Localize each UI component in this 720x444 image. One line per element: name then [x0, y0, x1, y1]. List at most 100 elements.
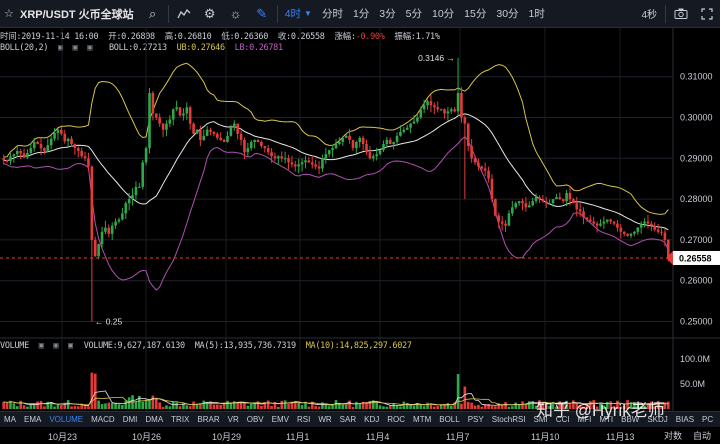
indicator-tab-dmi[interactable]: DMI [122, 415, 138, 424]
candle-body [19, 150, 22, 154]
volume-bar [260, 405, 263, 409]
price-tick-label: 0.28000 [680, 194, 713, 204]
boll-lb-value: LB:0.26781 [234, 43, 283, 53]
period-tab-1m[interactable]: 1分 [352, 8, 370, 20]
indicator-tab-trix[interactable]: TRIX [171, 415, 190, 424]
indicator-tab-kdj[interactable]: KDJ [364, 415, 380, 424]
indicator-tab-mfi[interactable]: MFI [577, 415, 592, 424]
date-tick-label: 10月29 [212, 432, 242, 442]
volume-bar [60, 404, 63, 409]
period-tab-1h[interactable]: 1时 [528, 8, 545, 20]
candle-body [578, 209, 582, 212]
indicator-tab-boll[interactable]: BOLL [439, 415, 460, 424]
volume-ma10-line [3, 396, 669, 406]
fullscreen-icon[interactable] [694, 0, 720, 28]
volume-hide-icon[interactable]: ▣ [38, 341, 44, 351]
candle-body [351, 139, 355, 149]
indicator-tab-psy[interactable]: PSY [467, 415, 484, 424]
indicator-tab-stochrsi[interactable]: StochRSI [491, 415, 526, 424]
info-amplitude: 振幅:1.71% [394, 32, 440, 42]
candle-body [494, 199, 497, 216]
auto-scale-toggle[interactable]: 自动 [693, 431, 712, 441]
volume-bar [524, 404, 528, 409]
volume-bar [76, 406, 80, 409]
candle-body [460, 93, 463, 118]
candle-body [158, 117, 161, 124]
candle-body [175, 107, 178, 110]
candle-body [188, 107, 192, 124]
period-tab-15m[interactable]: 15分 [464, 8, 487, 20]
volume-bar [46, 401, 50, 409]
candle-body [107, 227, 111, 234]
candle-body [497, 215, 501, 222]
draw-pen-icon[interactable]: ✎ [256, 5, 268, 21]
star-icon[interactable]: ☆ [4, 8, 14, 20]
boll-label[interactable]: BOLL(20,2) [0, 43, 49, 53]
indicator-tab-emv[interactable]: EMV [271, 415, 289, 424]
indicator-tab-volume[interactable]: VOLUME [49, 415, 84, 424]
volume-close-icon[interactable]: ▣ [68, 341, 73, 351]
indicator-tab-roc[interactable]: ROC [387, 415, 406, 424]
indicator-tab-brar[interactable]: BRAR [197, 415, 220, 424]
volume-tick-label: 50.0M [680, 379, 705, 389]
indicator-tab-wr[interactable]: WR [318, 415, 332, 424]
candle-body [653, 225, 657, 230]
volume-settings-icon[interactable]: ▣ [53, 341, 59, 351]
period-tab-timeshare[interactable]: 分时 [321, 8, 343, 20]
volume-bar [517, 404, 521, 409]
boll-settings-icon[interactable]: ▣ [72, 43, 78, 53]
indicator-tab-mtm[interactable]: MTM [413, 415, 432, 424]
volume-bar [585, 403, 589, 409]
candle-body [568, 193, 572, 200]
settings-gear-icon[interactable]: ⚙ [203, 5, 216, 21]
indicator-tab-skdj[interactable]: SKDJ [647, 415, 668, 424]
boll-hide-icon[interactable]: ▣ [58, 43, 63, 53]
volume-bar [317, 406, 321, 409]
period-tab-3m[interactable]: 3分 [379, 8, 396, 20]
volume-bar [473, 405, 477, 409]
candle-body [178, 107, 182, 116]
indicator-tab-cci[interactable]: CCI [555, 415, 570, 424]
volume-bar [216, 404, 219, 409]
boll-close-icon[interactable]: ▣ [87, 43, 93, 53]
indicator-tab-bias[interactable]: BIAS [675, 415, 695, 424]
period-tab-30m[interactable]: 30分 [496, 8, 519, 20]
indicator-chart-icon[interactable] [171, 0, 197, 28]
volume-label[interactable]: VOLUME [0, 341, 29, 351]
candle-body [283, 158, 287, 160]
current-price-label: 0.26558 [679, 253, 712, 263]
search-icon[interactable]: ⌕ [149, 5, 157, 21]
volume-ma10: MA(10):14,825,297.6027 [305, 341, 412, 351]
info-time: 时间:2019-11-14 16:00 [0, 32, 99, 42]
period-tab-5m[interactable]: 5分 [405, 8, 422, 20]
volume-bar [80, 403, 83, 409]
candle-body [551, 199, 555, 204]
indicator-tab-rsi[interactable]: RSI [297, 415, 311, 424]
volume-bar [121, 404, 124, 409]
candle-body [629, 233, 633, 236]
indicator-tab-dma[interactable]: DMA [145, 415, 164, 424]
indicator-tab-macd[interactable]: MACD [91, 415, 115, 424]
indicator-tab-mti[interactable]: MTI [599, 415, 614, 424]
indicator-tab-bbw[interactable]: BBW [621, 415, 640, 424]
indicator-tab-ema[interactable]: EMA [24, 415, 42, 424]
candle-body [171, 109, 175, 120]
indicator-tab-obv[interactable]: OBV [246, 415, 264, 424]
theme-sun-icon[interactable]: ☼ [229, 6, 242, 21]
indicator-tab-smi[interactable]: SMI [533, 415, 548, 424]
volume-bar [107, 402, 111, 409]
indicator-tab-pc[interactable]: PC [702, 415, 714, 424]
volume-bar [646, 403, 650, 409]
period-tab-10m[interactable]: 10分 [431, 8, 455, 20]
camera-icon[interactable] [668, 0, 694, 28]
volume-bar [243, 402, 246, 409]
indicator-tab-sar[interactable]: SAR [339, 415, 357, 424]
candlestick-chart[interactable]: 0.3146 → ← 0.25 0.31000 0.30000 0.29000 0.28… [0, 28, 720, 411]
log-scale-toggle[interactable]: 对数 [664, 431, 683, 441]
indicator-tab-vr[interactable]: VR [227, 415, 239, 424]
volume-bar [32, 404, 36, 409]
indicator-tab-ma[interactable]: MA [4, 415, 16, 424]
symbol-title[interactable]: XRP/USDT 火币全球站 [20, 8, 134, 21]
period-dropdown[interactable]: 4时 ▼ [280, 0, 317, 28]
volume-bar [294, 401, 297, 409]
